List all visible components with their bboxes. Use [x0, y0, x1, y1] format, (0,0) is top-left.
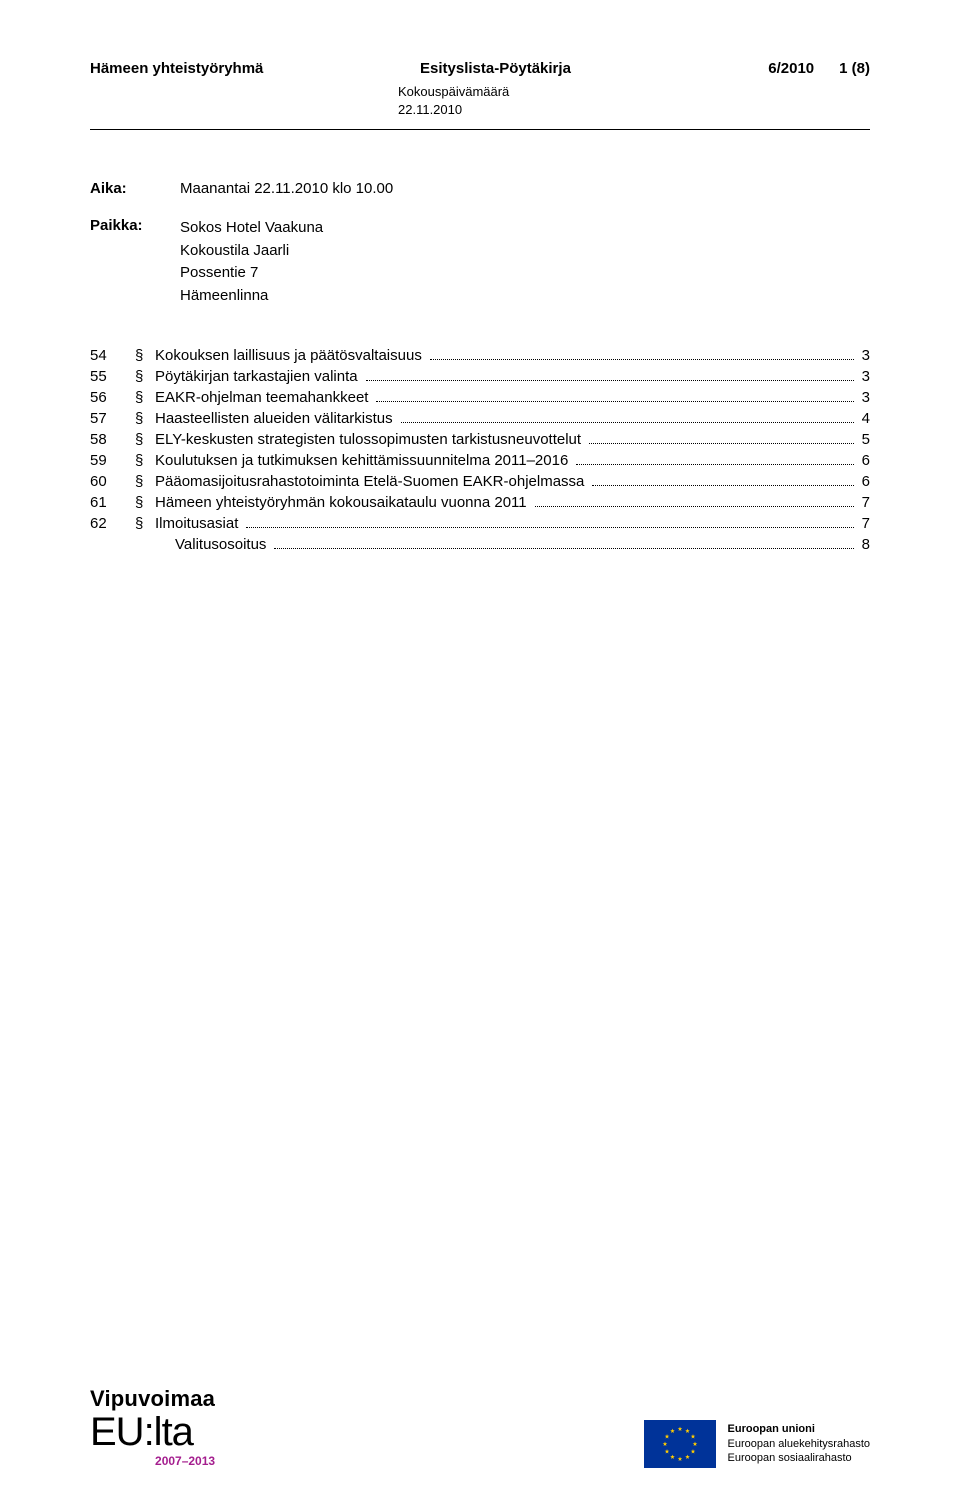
place-line: Hämeenlinna	[180, 285, 870, 308]
toc-page: 7	[858, 515, 870, 532]
subheader-label: Kokouspäivämäärä	[398, 83, 870, 101]
eu-flag-icon	[644, 1420, 716, 1468]
subheader-date: 22.11.2010	[398, 101, 870, 119]
toc-section-symbol: §	[135, 389, 155, 406]
table-of-contents: 54§Kokouksen laillisuus ja päätösvaltais…	[90, 347, 870, 553]
toc-row: Valitusosoitus 8	[90, 536, 870, 553]
toc-title: Pöytäkirjan tarkastajien valinta	[155, 368, 362, 385]
toc-section-symbol: §	[135, 473, 155, 490]
place-line: Kokoustila Jaarli	[180, 240, 870, 263]
toc-title: Kokouksen laillisuus ja päätösvaltaisuus	[155, 347, 426, 364]
toc-section-symbol: §	[135, 431, 155, 448]
toc-row: 58§ELY-keskusten strategisten tulossopim…	[90, 431, 870, 448]
toc-page: 5	[858, 431, 870, 448]
toc-page: 6	[858, 473, 870, 490]
toc-title: Valitusosoitus	[175, 536, 270, 553]
toc-num: 62	[90, 515, 135, 532]
toc-section-symbol: §	[135, 494, 155, 511]
toc-row: 57§Haasteellisten alueiden välitarkistus…	[90, 410, 870, 427]
time-row: Aika: Maanantai 22.11.2010 klo 10.00	[90, 180, 870, 197]
toc-title: Ilmoitusasiat	[155, 515, 242, 532]
place-line: Sokos Hotel Vaakuna	[180, 217, 870, 240]
toc-page: 3	[858, 347, 870, 364]
toc-page: 3	[858, 368, 870, 385]
place-line: Possentie 7	[180, 262, 870, 285]
toc-page: 3	[858, 389, 870, 406]
toc-num: 61	[90, 494, 135, 511]
toc-title: EAKR-ohjelman teemahankkeet	[155, 389, 372, 406]
vipu-text: Vipuvoimaa	[90, 1386, 215, 1412]
toc-title: Hämeen yhteistyöryhmän kokousaikataulu v…	[155, 494, 531, 511]
place-value: Sokos Hotel Vaakuna Kokoustila Jaarli Po…	[180, 217, 870, 307]
time-value: Maanantai 22.11.2010 klo 10.00	[180, 180, 870, 197]
toc-section-symbol: §	[135, 347, 155, 364]
toc-row: 59§Koulutuksen ja tutkimuksen kehittämis…	[90, 452, 870, 469]
toc-leader-dots	[376, 401, 853, 402]
eulta-text: EU:lta	[90, 1412, 215, 1452]
eu-logo: Euroopan unioni Euroopan aluekehitysraha…	[644, 1420, 870, 1468]
toc-leader-dots	[430, 359, 854, 360]
eu-line1: Euroopan aluekehitysrahasto	[728, 1437, 870, 1452]
toc-title: Pääomasijoitusrahastotoiminta Etelä-Suom…	[155, 473, 588, 490]
toc-num: 55	[90, 368, 135, 385]
toc-leader-dots	[401, 422, 854, 423]
eu-text: Euroopan unioni Euroopan aluekehitysraha…	[728, 1422, 870, 1467]
time-label: Aika:	[90, 180, 180, 197]
header-rule	[90, 129, 870, 130]
toc-leader-dots	[592, 485, 853, 486]
toc-num: 58	[90, 431, 135, 448]
toc-title: Haasteellisten alueiden välitarkistus	[155, 410, 397, 427]
toc-page: 7	[858, 494, 870, 511]
toc-row: 60§Pääomasijoitusrahastotoiminta Etelä-S…	[90, 473, 870, 490]
place-row: Paikka: Sokos Hotel Vaakuna Kokoustila J…	[90, 217, 870, 307]
org-name: Hämeen yhteistyöryhmä	[90, 60, 380, 77]
toc-row: 54§Kokouksen laillisuus ja päätösvaltais…	[90, 347, 870, 364]
toc-page: 6	[858, 452, 870, 469]
doc-header: Hämeen yhteistyöryhmä Esityslista-Pöytäk…	[90, 60, 870, 77]
toc-leader-dots	[535, 506, 854, 507]
toc-title: ELY-keskusten strategisten tulossopimust…	[155, 431, 585, 448]
toc-row: 55§Pöytäkirjan tarkastajien valinta 3	[90, 368, 870, 385]
toc-num: 57	[90, 410, 135, 427]
place-label: Paikka:	[90, 217, 180, 307]
toc-page: 4	[858, 410, 870, 427]
toc-row: 62§Ilmoitusasiat 7	[90, 515, 870, 532]
toc-num: 56	[90, 389, 135, 406]
toc-leader-dots	[576, 464, 853, 465]
eu-line2: Euroopan sosiaalirahasto	[728, 1451, 870, 1466]
subheader: Kokouspäivämäärä 22.11.2010	[398, 83, 870, 119]
toc-num: 60	[90, 473, 135, 490]
toc-page: 8	[858, 536, 870, 553]
toc-section-symbol: §	[135, 410, 155, 427]
toc-num: 59	[90, 452, 135, 469]
doc-num-page: 6/2010 1 (8)	[710, 60, 870, 77]
toc-section-symbol: §	[135, 452, 155, 469]
toc-leader-dots	[246, 527, 853, 528]
eu-title: Euroopan unioni	[728, 1422, 870, 1437]
toc-section-symbol: §	[135, 515, 155, 532]
toc-row: 56§EAKR-ohjelman teemahankkeet 3	[90, 389, 870, 406]
toc-section-symbol: §	[135, 368, 155, 385]
footer: Vipuvoimaa EU:lta 2007–2013 Euroopan uni…	[90, 1386, 870, 1468]
toc-leader-dots	[366, 380, 854, 381]
toc-leader-dots	[274, 548, 853, 549]
toc-row: 61§Hämeen yhteistyöryhmän kokousaikataul…	[90, 494, 870, 511]
doc-num: 6/2010	[768, 60, 814, 77]
doc-type: Esityslista-Pöytäkirja	[380, 60, 710, 77]
period-text: 2007–2013	[90, 1454, 215, 1468]
toc-num: 54	[90, 347, 135, 364]
vipuvoimaa-logo: Vipuvoimaa EU:lta 2007–2013	[90, 1386, 215, 1468]
toc-title: Koulutuksen ja tutkimuksen kehittämissuu…	[155, 452, 572, 469]
toc-leader-dots	[589, 443, 854, 444]
doc-page: 1 (8)	[839, 60, 870, 77]
